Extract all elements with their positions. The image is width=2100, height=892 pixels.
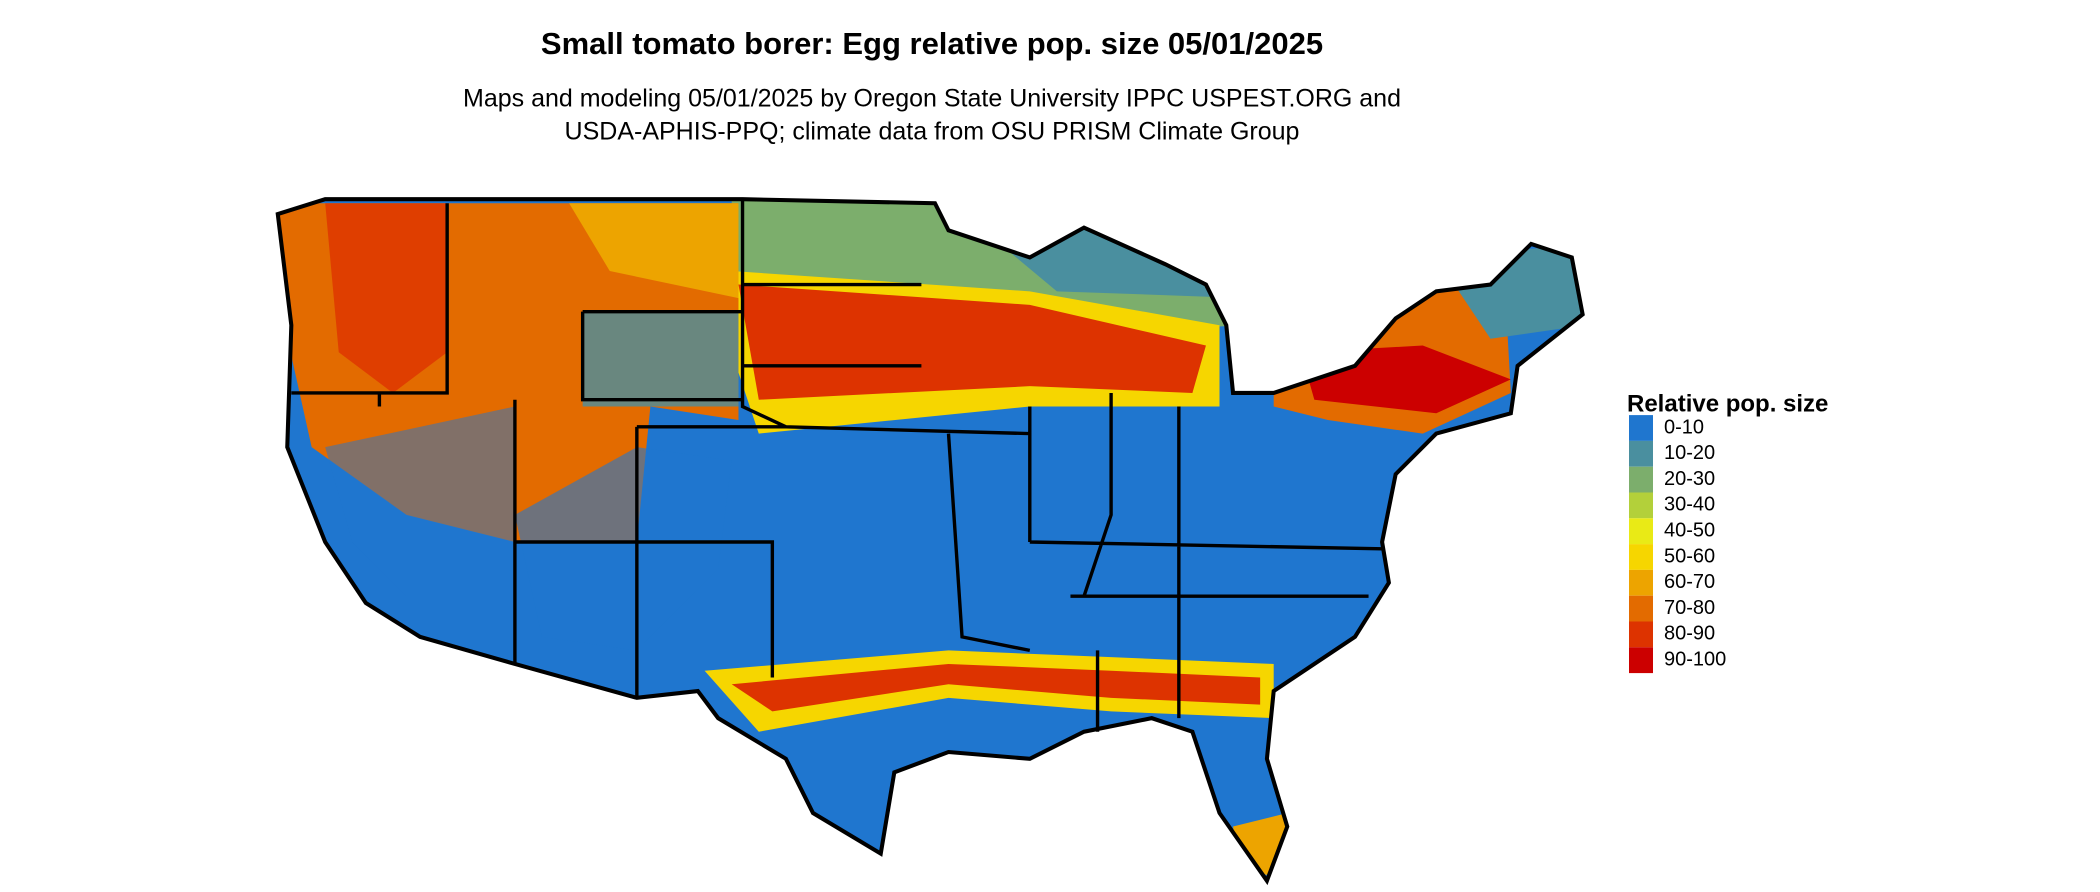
map-subtitle: USDA-APHIS-PPQ; climate data from OSU PR… — [565, 118, 1300, 146]
legend-swatch — [1629, 492, 1653, 519]
legend: 0-10 10-20 20-30 30-40 40-50 50-60 60-70 70-80 8… — [1629, 415, 1726, 674]
legend-swatch — [1629, 415, 1653, 441]
legend-label: 30-40 — [1664, 494, 1715, 516]
legend-label: 90-100 — [1664, 648, 1726, 670]
legend-label: 50-60 — [1664, 545, 1715, 567]
map-subtitle: Maps and modeling 05/01/2025 by Oregon S… — [463, 85, 1401, 113]
legend-title: Relative pop. size — [1627, 390, 1828, 417]
legend-label: 10-20 — [1664, 442, 1715, 464]
legend-label: 60-70 — [1664, 571, 1715, 593]
legend-swatch — [1629, 621, 1653, 648]
legend-label: 0-10 — [1664, 416, 1704, 438]
legend-swatch — [1629, 569, 1653, 596]
legend-label: 20-30 — [1664, 468, 1715, 490]
legend-label: 70-80 — [1664, 597, 1715, 619]
map-title: Small tomato borer: Egg relative pop. si… — [541, 26, 1323, 61]
legend-label: 40-50 — [1664, 519, 1715, 541]
legend-label: 80-90 — [1664, 623, 1715, 645]
legend-swatch — [1629, 647, 1653, 674]
us-map — [257, 176, 1612, 892]
legend-swatch — [1629, 595, 1653, 622]
legend-swatch — [1629, 440, 1653, 467]
legend-swatch — [1629, 544, 1653, 570]
legend-swatch — [1629, 466, 1653, 493]
legend-swatch — [1629, 518, 1653, 545]
